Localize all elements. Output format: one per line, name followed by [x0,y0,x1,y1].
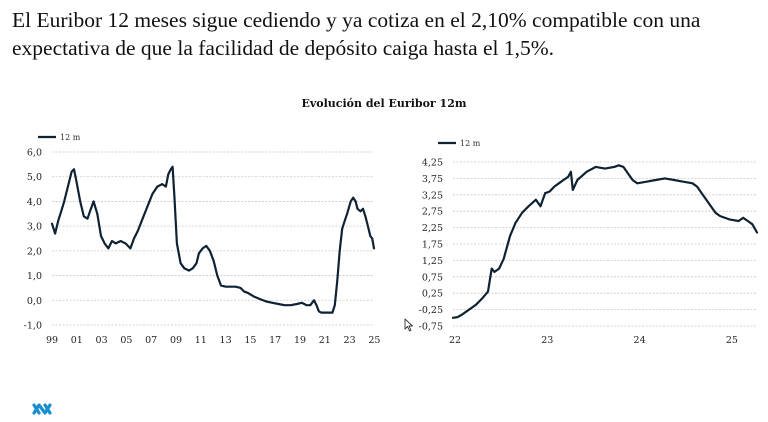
mouse-pointer-icon [404,318,413,332]
legend-label: 12 m [460,139,481,148]
y-tick-label: 2,0 [27,246,42,257]
y-tick-label: 2,75 [422,207,443,218]
x-tick-label: 17 [269,335,281,346]
x-tick-label: 07 [145,335,157,346]
x-tick-label: 22 [449,335,461,346]
series-line-12-m [451,164,759,319]
x-tick-label: 05 [120,335,132,346]
x-tick-label: 01 [71,335,83,346]
y-tick-label: 0,0 [27,296,42,307]
y-tick-label: 2,25 [422,223,443,234]
x-tick-label: 25 [726,335,738,346]
x-tick-label: 25 [368,335,380,346]
y-tick-label: 1,75 [422,240,443,251]
x-tick-label: 11 [195,335,207,346]
y-tick-label: -0,75 [419,322,443,333]
chart-title: Evolución del Euribor 12m [301,97,467,110]
y-tick-label: 1,25 [422,256,443,267]
x-tick-label: 99 [46,335,58,346]
y-tick-label: 6,0 [27,148,42,159]
series-line-12-m [50,165,376,314]
x-tick-label: 23 [541,335,553,346]
x-tick-label: 03 [96,335,108,346]
x-tick-label: 23 [344,335,356,346]
legend-label: 12 m [60,133,81,142]
y-tick-label: 3,75 [422,174,443,185]
x-tick-label: 13 [220,335,232,346]
y-tick-label: 5,0 [27,172,42,183]
brand-logo-icon [32,403,52,415]
y-tick-label: 0,25 [422,289,443,300]
y-tick-label: 0,75 [422,272,443,283]
x-tick-label: 19 [294,335,306,346]
x-tick-label: 24 [634,335,646,346]
x-tick-label: 15 [244,335,256,346]
x-tick-label: 21 [319,335,331,346]
y-tick-label: 3,25 [422,190,443,201]
y-tick-label: 4,0 [27,197,42,208]
y-tick-label: 1,0 [27,271,42,282]
y-tick-label: -0,25 [419,305,443,316]
y-tick-label: 4,25 [422,158,443,169]
y-tick-label: 3,0 [27,222,42,233]
headline: El Euribor 12 meses sigue cediendo y ya … [12,8,701,60]
x-tick-label: 09 [170,335,182,346]
y-tick-label: -1,0 [24,321,42,332]
